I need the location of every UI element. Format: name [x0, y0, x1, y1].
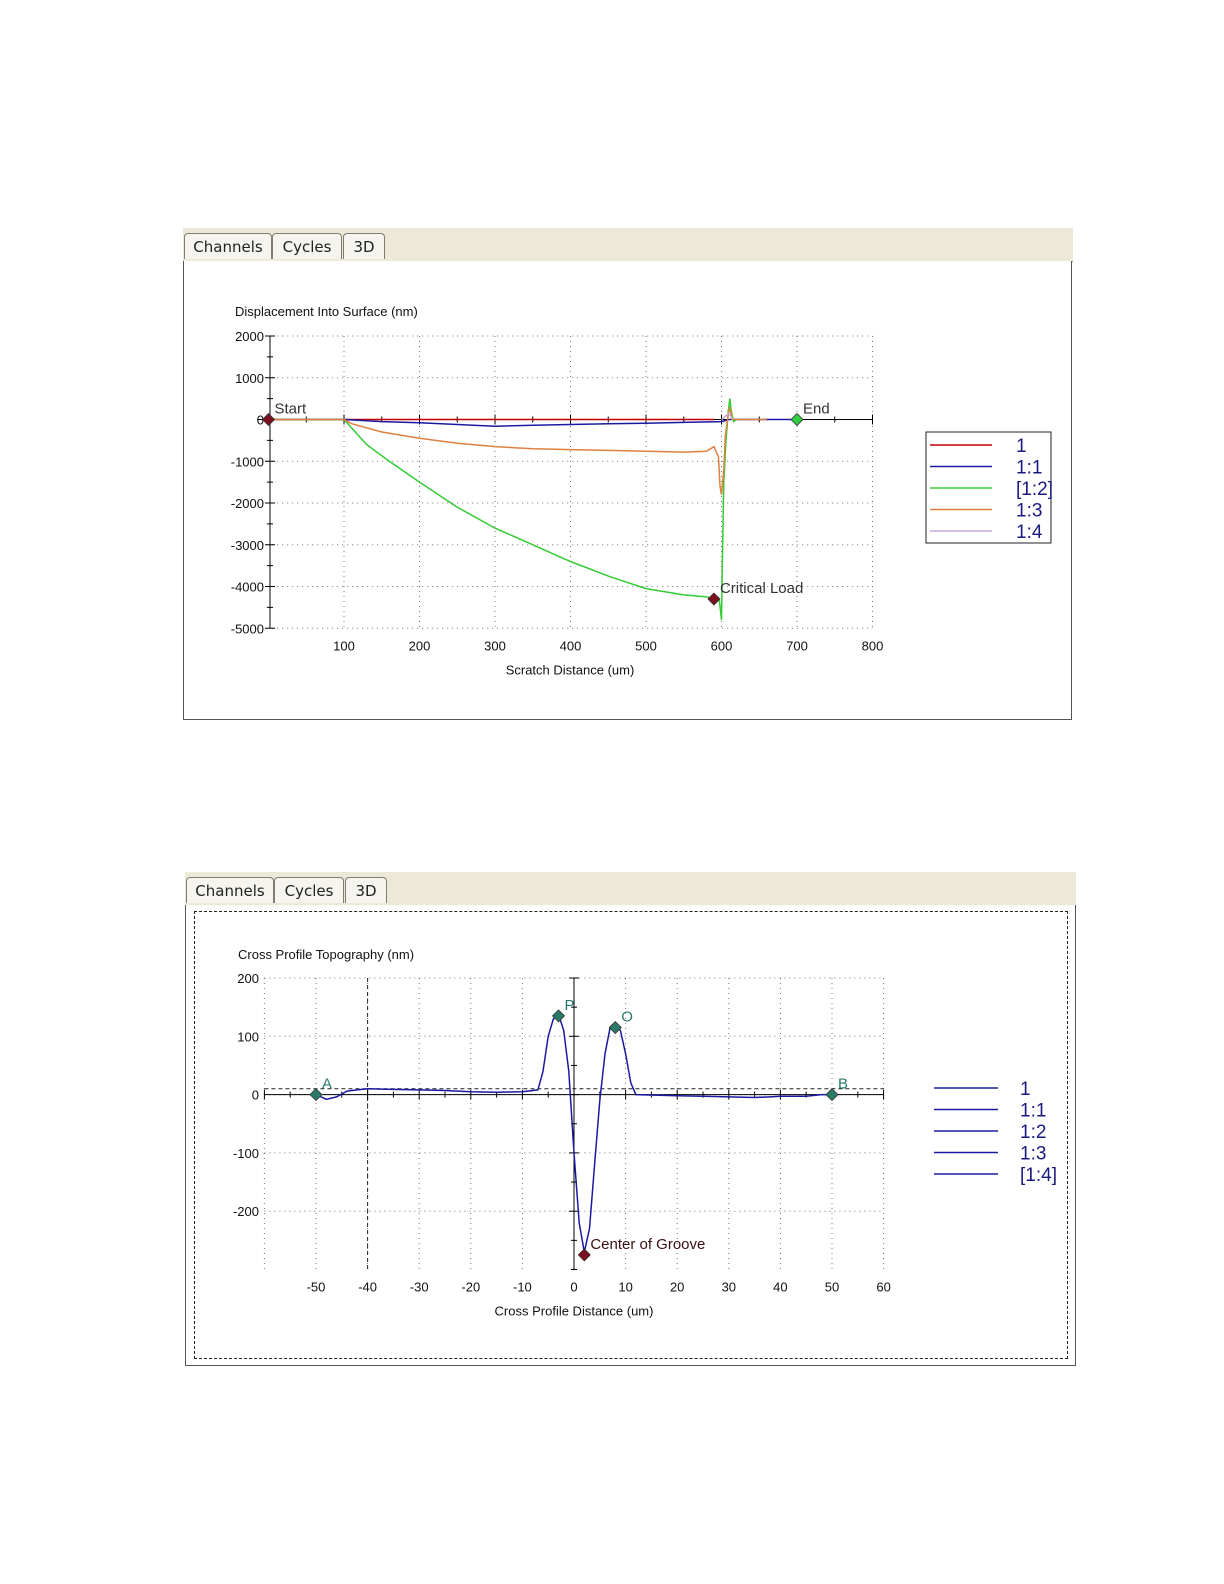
marker-diamond: [790, 412, 804, 427]
chart-panel-2: Channels Cycles 3D -50 -40 -30 -20 -10 0 10 20 3…: [185, 872, 1076, 1366]
marker-label: Center of Groove: [590, 1236, 705, 1253]
y-tick-label: 100: [237, 1029, 259, 1044]
y-tick-label: 1000: [235, 371, 264, 386]
x-tick-label: 700: [786, 638, 808, 653]
y-tick-label: 2000: [235, 329, 264, 344]
legend-label: 1:4: [1016, 522, 1043, 543]
legend-label: 1:3: [1016, 501, 1042, 522]
x-axis-label: Cross Profile Distance (um): [495, 1304, 654, 1319]
legend-label: [1:2]: [1016, 479, 1053, 500]
marker-label: B: [838, 1076, 848, 1093]
legend: 11:1[1:2]1:31:4: [925, 431, 1053, 544]
y-tick-label: -5000: [231, 621, 264, 636]
marker-diamond: [577, 1248, 591, 1262]
x-axis-label: Scratch Distance (um): [506, 662, 635, 677]
x-tick-label: 30: [722, 1280, 736, 1295]
x-tick-label: -30: [410, 1280, 429, 1295]
series-line-4: [315, 1012, 832, 1253]
chart-panel-1: Channels Cycles 3D 100 200 300 400 500 600 700…: [183, 228, 1073, 720]
focus-frame: [194, 911, 1068, 1359]
y-tick-label: -200: [233, 1204, 259, 1219]
displacement-chart: 100 200 300 400 500 600 700 800 2000 1000 0 -1000 -2…: [231, 304, 1053, 677]
marker-diamond: [707, 592, 721, 606]
marker-label: Start: [275, 401, 308, 418]
cross-profile-chart: -50 -40 -30 -20 -10 0 10 20 30 40 50 602001000-100-…: [233, 947, 1057, 1319]
tab-cycles[interactable]: Cycles: [274, 877, 344, 903]
y-tick-label: -1000: [231, 454, 264, 469]
x-tick-label: -50: [307, 1280, 326, 1295]
x-tick-label: 600: [711, 638, 733, 653]
x-tick-label: 500: [635, 638, 657, 653]
y-tick-label: 0: [252, 1088, 259, 1103]
y-tick-label: -3000: [231, 538, 264, 553]
x-tick-label: 100: [333, 638, 355, 653]
marker-label: End: [803, 401, 830, 418]
chart-title: Cross Profile Topography (nm): [238, 947, 414, 962]
chart-title: Displacement Into Surface (nm): [235, 304, 418, 319]
marker-diamond: [309, 1088, 323, 1102]
tab-3d[interactable]: 3D: [343, 233, 385, 259]
x-tick-label: 800: [862, 638, 884, 653]
legend: 11:11:21:3[1:4]: [934, 1079, 1057, 1186]
legend-label: 1:3: [1020, 1144, 1046, 1165]
legend-label: 1: [1016, 436, 1027, 457]
legend-label: 1:1: [1016, 458, 1042, 479]
axes: [263, 977, 885, 1270]
series-line-4: [721, 412, 734, 421]
tab-strip: Channels Cycles 3D: [185, 872, 1076, 906]
legend-label: 1:2: [1020, 1122, 1046, 1143]
x-tick-label: 400: [560, 638, 582, 653]
marker-diamond: [825, 1088, 839, 1102]
legend-label: 1: [1020, 1079, 1031, 1100]
marker-diamond: [261, 412, 276, 427]
tab-strip: Channels Cycles 3D: [183, 228, 1073, 262]
y-tick-label: 0: [257, 413, 264, 428]
y-tick-label: 200: [237, 971, 259, 986]
x-tick-label: -40: [358, 1280, 377, 1295]
marker-label: Critical Load: [720, 580, 803, 597]
marker-label: P: [565, 997, 575, 1014]
y-tick-label: -2000: [231, 496, 264, 511]
x-tick-label: 0: [570, 1280, 577, 1295]
chart-area: -50 -40 -30 -20 -10 0 10 20 30 40 50 60 200 100 0 -100-…: [185, 905, 1076, 1366]
tab-channels[interactable]: Channels: [184, 233, 272, 259]
x-tick-label: 300: [484, 638, 506, 653]
x-tick-label: 20: [670, 1280, 684, 1295]
legend-label: [1:4]: [1020, 1165, 1057, 1186]
x-tick-label: -20: [461, 1280, 480, 1295]
tab-channels[interactable]: Channels: [186, 877, 274, 903]
series-line-1: [268, 418, 797, 427]
tab-cycles[interactable]: Cycles: [272, 233, 342, 259]
x-tick-label: 40: [773, 1280, 787, 1295]
tab-3d[interactable]: 3D: [345, 877, 387, 903]
chart-area: 100 200 300 400 500 600 700 800 2000 1000 0 -1000 -2…: [183, 261, 1072, 720]
x-tick-label: 200: [409, 638, 431, 653]
y-tick-label: -100: [233, 1146, 259, 1161]
marker-diamond: [608, 1020, 622, 1035]
x-tick-label: 10: [618, 1280, 632, 1295]
marker-diamond: [551, 1009, 566, 1023]
y-tick-label: -4000: [231, 580, 264, 595]
x-tick-label: 60: [876, 1280, 890, 1295]
x-tick-label: 50: [825, 1280, 839, 1295]
marker-label: A: [322, 1076, 332, 1093]
series-line-3: [268, 406, 767, 495]
x-tick-label: -10: [513, 1280, 532, 1295]
legend-label: 1:1: [1020, 1101, 1046, 1122]
marker-label: O: [621, 1009, 633, 1026]
